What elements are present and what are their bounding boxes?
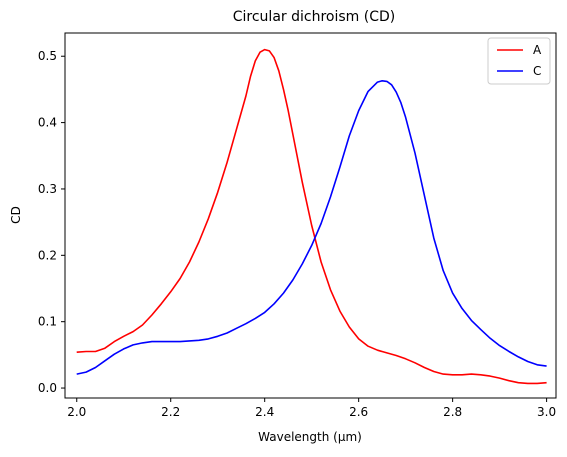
x-axis: 2.0 2.2 2.4 2.6 2.8 3.0 [67, 398, 556, 419]
y-tick-label: 0.3 [38, 182, 57, 196]
plot-frame [64, 32, 557, 399]
chart-title: Circular dichroism (CD) [233, 9, 395, 25]
x-tick-label: 2.8 [443, 405, 462, 419]
series-layer [76, 48, 547, 385]
x-tick-label: 2.0 [67, 405, 86, 419]
legend-label-a: A [533, 43, 542, 57]
series-line-c [76, 80, 547, 375]
x-tick-label: 3.0 [537, 405, 556, 419]
legend-label-c: C [533, 64, 541, 78]
x-tick-label: 2.6 [349, 405, 368, 419]
x-tick-label: 2.4 [255, 405, 274, 419]
y-tick-label: 0.2 [38, 248, 57, 262]
y-tick-label: 0.1 [38, 315, 57, 329]
y-tick-label: 0.4 [38, 116, 57, 130]
y-tick-label: 0.5 [38, 49, 57, 63]
x-axis-title: Wavelength (μm) [258, 430, 362, 444]
series-line-a [76, 48, 547, 385]
y-axis-title: CD [9, 206, 23, 224]
plot-area: 2.0 2.2 2.4 2.6 2.8 3.0 0.0 0.1 0.2 0.3 0.4 0.5 [38, 32, 557, 419]
legend: A C [487, 37, 551, 85]
x-tick-label: 2.2 [161, 405, 180, 419]
y-axis: 0.0 0.1 0.2 0.3 0.4 0.5 [38, 49, 65, 395]
y-tick-label: 0.0 [38, 381, 57, 395]
